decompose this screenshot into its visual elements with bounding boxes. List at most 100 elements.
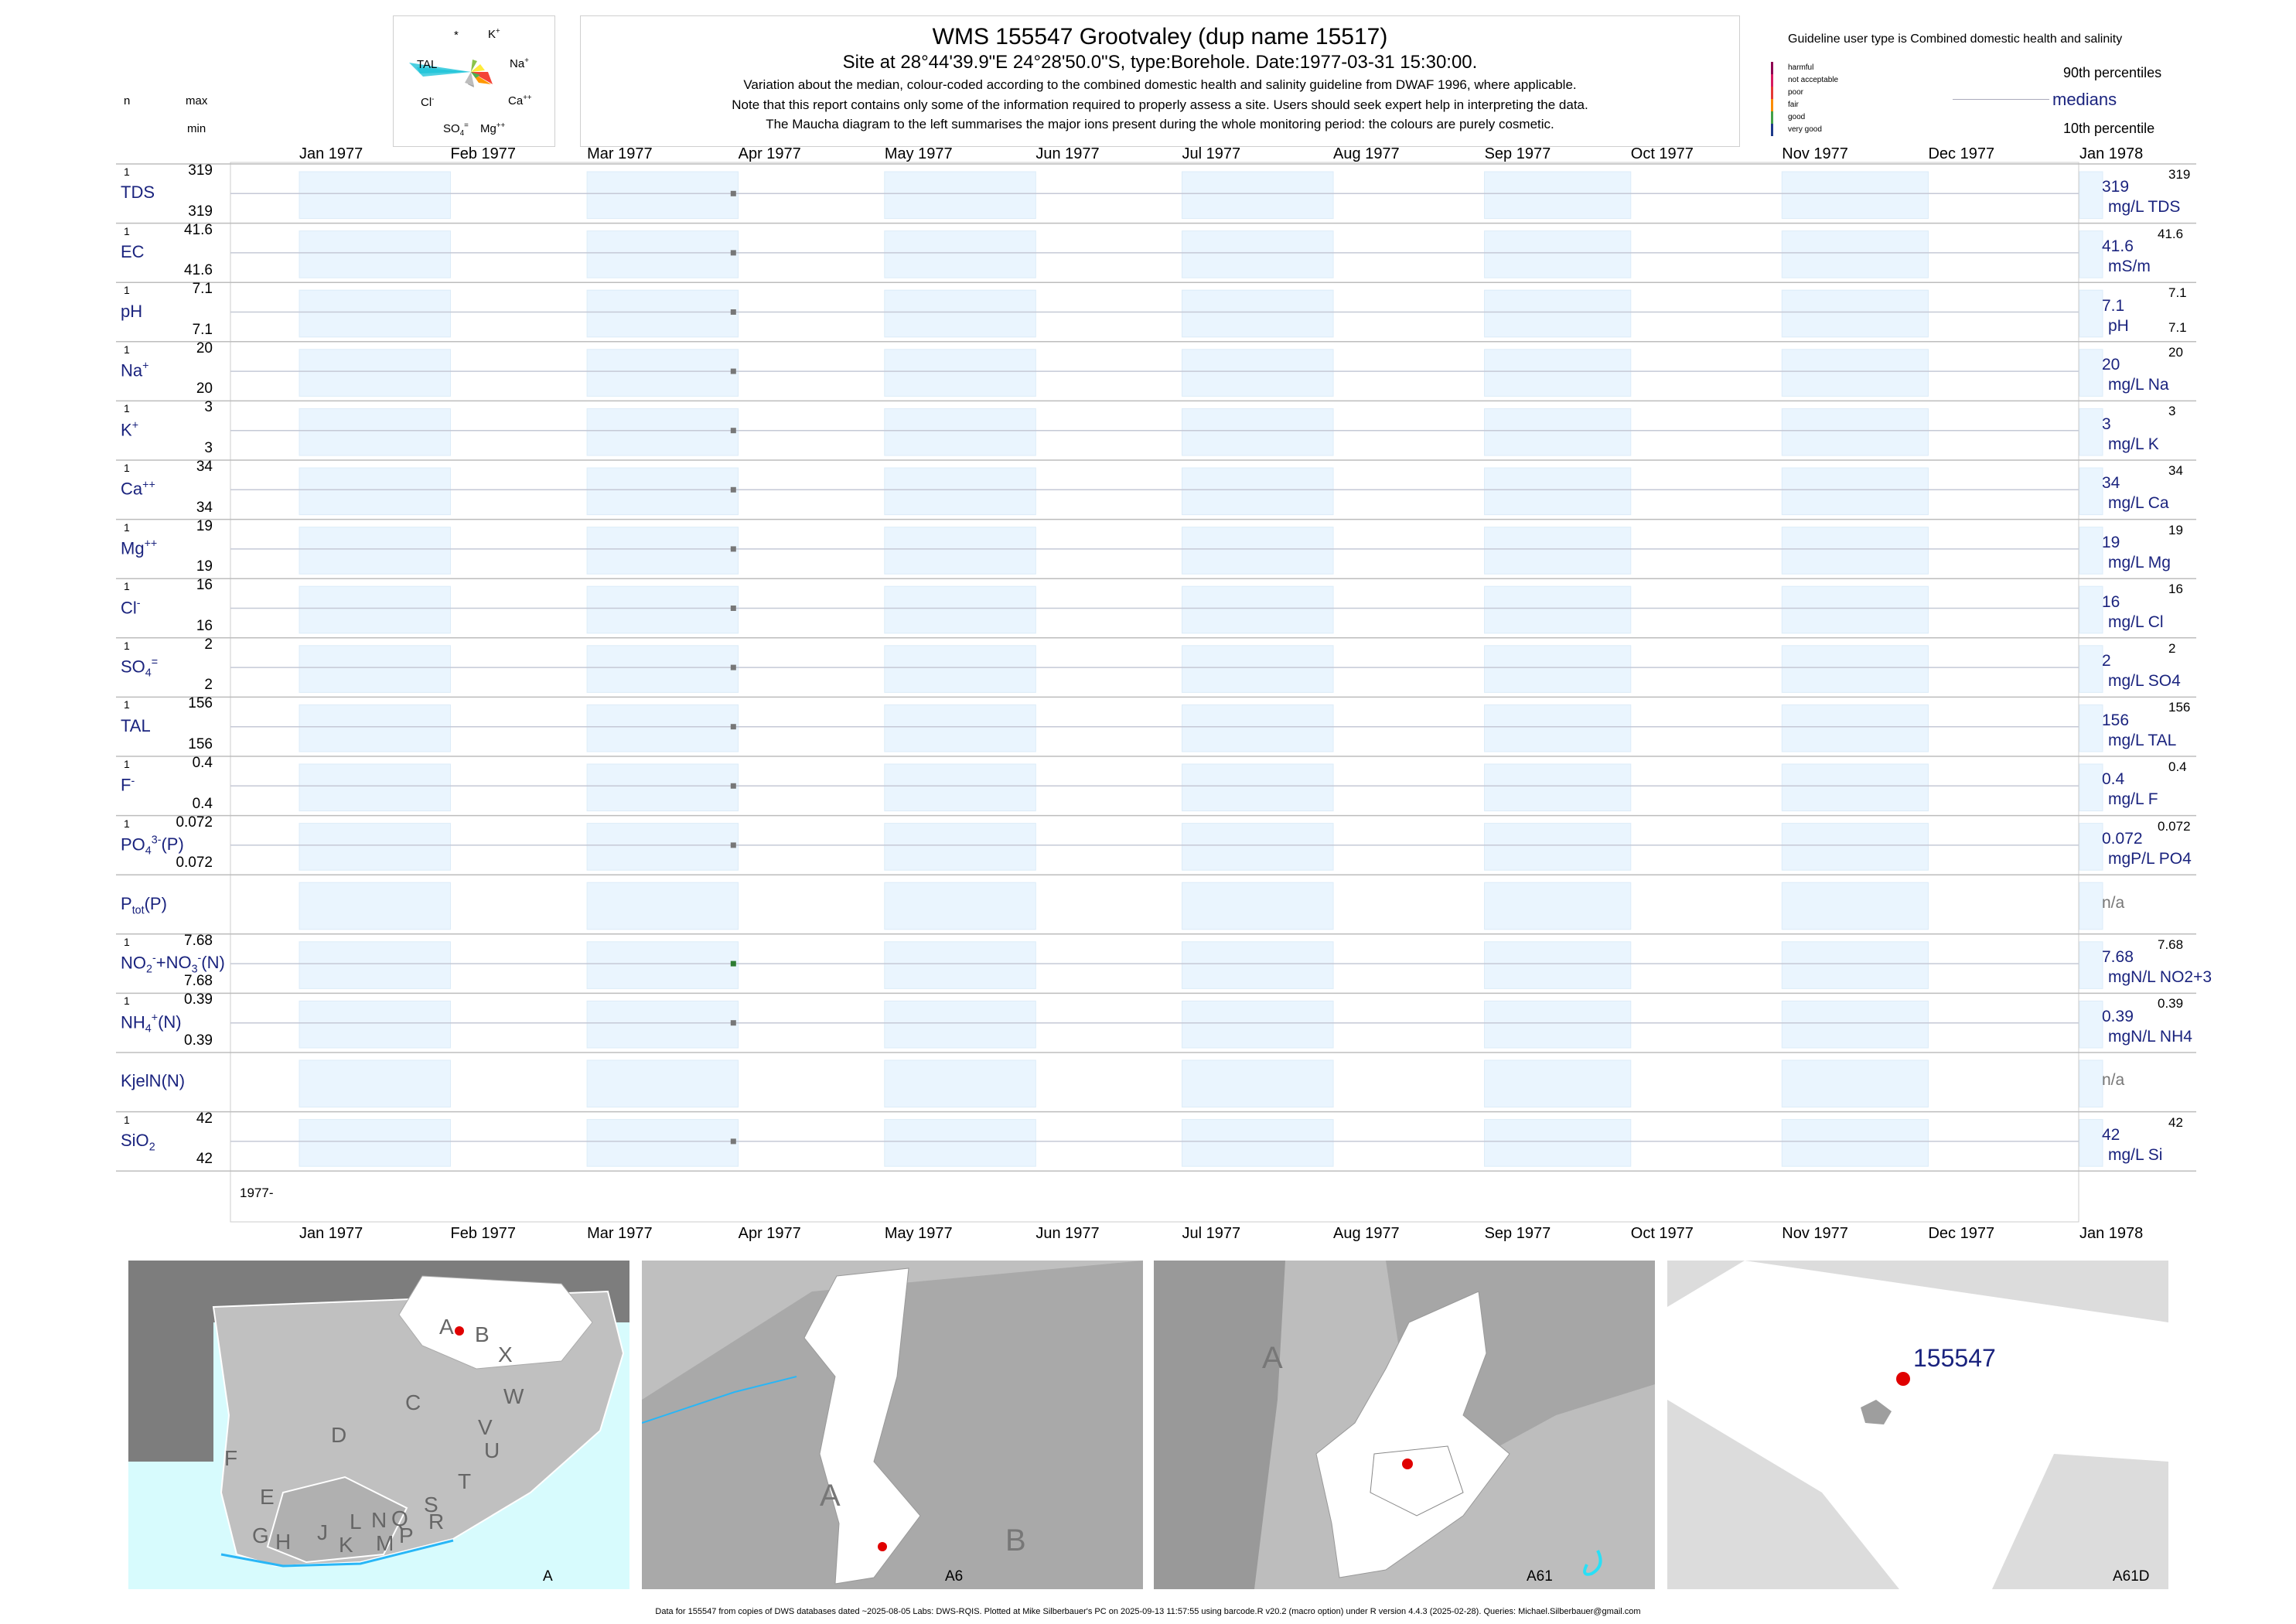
- sample-point: [730, 368, 736, 374]
- month-tick-bottom: Dec 1977: [1928, 1225, 1995, 1242]
- month-band: [1781, 585, 1929, 634]
- month-band: [1182, 408, 1334, 456]
- month-band: [2079, 645, 2103, 693]
- month-band: [1182, 289, 1334, 338]
- sample-point: [730, 783, 736, 789]
- maucha-star-label: *: [454, 29, 459, 42]
- map1-region-label: F: [224, 1446, 238, 1470]
- month-band: [2079, 882, 2103, 930]
- month-band: [299, 408, 452, 456]
- row-max: 2: [204, 636, 213, 653]
- maucha-so4-label: SO: [443, 122, 460, 135]
- map1-region-label: M: [376, 1531, 394, 1555]
- row-n: 1: [124, 935, 130, 948]
- row-min: 0.072: [176, 855, 213, 872]
- right-unit: mg/L TDS: [2108, 198, 2181, 217]
- right-unit: mg/L TAL: [2108, 731, 2177, 749]
- sample-point: [730, 486, 736, 493]
- month-band: [586, 645, 739, 693]
- row-min: 0.39: [184, 1032, 213, 1049]
- row-n: 1: [124, 698, 130, 711]
- south-africa-map: [128, 1261, 629, 1568]
- month-band: [884, 1059, 1036, 1108]
- row-max: 41.6: [184, 221, 213, 238]
- param-name: Cl-: [121, 597, 141, 617]
- month-band: [1781, 230, 1929, 278]
- param-name: SiO2: [121, 1130, 155, 1154]
- sample-point: [730, 960, 736, 967]
- map-panel-a61d: 155547 A61D: [1667, 1261, 2168, 1589]
- sample-point: [730, 190, 736, 196]
- month-band: [1182, 1119, 1334, 1167]
- map1-region-label: D: [331, 1423, 347, 1447]
- month-tick-top: Jan 1977: [299, 145, 363, 162]
- right-max: 7.1: [2168, 285, 2187, 301]
- row-min: 7.1: [192, 321, 213, 338]
- param-name-text: NO: [121, 953, 146, 973]
- param-name: Na+: [121, 360, 149, 380]
- month-band: [884, 467, 1036, 516]
- right-median: 34: [2102, 474, 2120, 493]
- map-caption-3: A61: [1527, 1568, 1553, 1585]
- param-name: Ca++: [121, 479, 155, 499]
- month-band: [884, 527, 1036, 575]
- row-max: 0.4: [192, 755, 213, 771]
- right-unit: mg/L Si: [2108, 1145, 2163, 1164]
- month-band: [586, 171, 739, 220]
- month-band: [1781, 941, 1929, 989]
- map1-region-label: V: [478, 1415, 493, 1439]
- month-band: [1484, 349, 1632, 397]
- map1-region-label: W: [503, 1384, 524, 1408]
- param-name-text: Cl: [121, 597, 137, 617]
- month-band: [586, 408, 739, 456]
- month-band: [884, 704, 1036, 752]
- right-median: 7.1: [2102, 296, 2125, 315]
- month-band: [1182, 645, 1334, 693]
- right-unit: mgN/L NO2+3: [2108, 968, 2212, 987]
- a61d-catchment-map: [1667, 1261, 2168, 1589]
- month-band: [2079, 704, 2103, 752]
- map-panel-a61: A A61: [1154, 1261, 1655, 1589]
- row-min: 319: [188, 203, 213, 220]
- row-min: 34: [196, 499, 213, 516]
- legend-class-label: harmful: [1788, 63, 1814, 72]
- month-tick-bottom: Jan 1978: [2079, 1225, 2144, 1242]
- month-band: [1781, 171, 1929, 220]
- month-band: [884, 408, 1036, 456]
- month-tick-top: Mar 1977: [587, 145, 653, 162]
- param-name-text: P: [121, 893, 132, 913]
- row-n: 1: [124, 343, 130, 356]
- param-name-text: NH: [121, 1012, 145, 1032]
- month-band: [1182, 1000, 1334, 1049]
- month-band: [884, 941, 1036, 989]
- legend-medians: medians: [2052, 90, 2117, 109]
- maucha-na-label: Na: [510, 57, 525, 70]
- right-unit: pH: [2108, 316, 2129, 335]
- sample-point: [730, 664, 736, 670]
- row-min: 156: [188, 736, 213, 752]
- right-unit: mg/L Na: [2108, 376, 2169, 394]
- month-tick-bottom: Jan 1977: [299, 1225, 363, 1242]
- legend-class-label: good: [1788, 113, 1806, 121]
- row-n: 1: [124, 165, 130, 178]
- month-band: [2079, 171, 2103, 220]
- month-tick-bottom: Apr 1977: [738, 1225, 801, 1242]
- row-max: 0.072: [176, 814, 213, 831]
- month-band: [1781, 289, 1929, 338]
- month-band: [1781, 1119, 1929, 1167]
- month-tick-top: Jul 1977: [1182, 145, 1241, 162]
- month-band: [1781, 704, 1929, 752]
- row-max: 156: [188, 695, 213, 712]
- sample-point: [730, 546, 736, 552]
- month-tick-top: Jan 1978: [2079, 145, 2144, 162]
- map1-region-label: K: [339, 1533, 353, 1557]
- map1-region-label: A: [439, 1315, 454, 1339]
- param-name: TAL: [121, 716, 151, 736]
- right-median: 0.4: [2102, 770, 2125, 789]
- param-name-text: pH: [121, 301, 143, 321]
- month-band: [299, 763, 452, 812]
- month-band: [1182, 230, 1334, 278]
- right-median: 3: [2102, 415, 2111, 433]
- map2-region-b: B: [1005, 1523, 1026, 1557]
- row-min: 16: [196, 617, 213, 634]
